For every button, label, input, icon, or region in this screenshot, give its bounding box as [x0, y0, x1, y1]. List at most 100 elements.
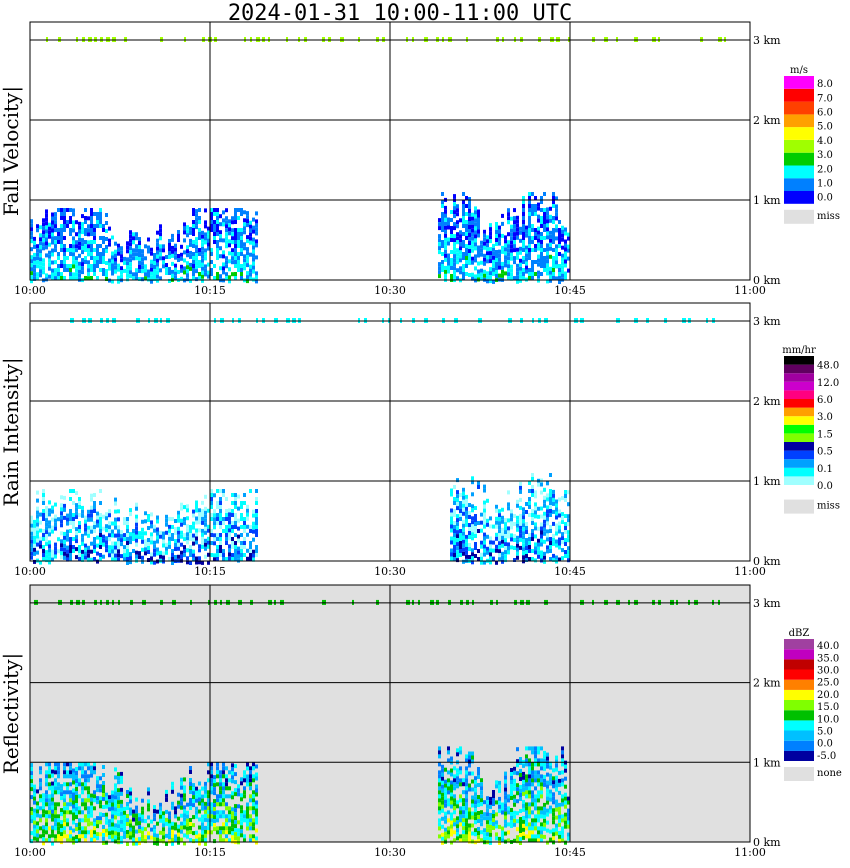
- echo-cell: [30, 819, 33, 824]
- echo-cell: [495, 250, 498, 254]
- echo-cell: [147, 835, 150, 840]
- echo-cell: [180, 264, 183, 269]
- echo-cell: [468, 751, 471, 756]
- echo-cell: [189, 254, 192, 259]
- echo-cell: [183, 809, 186, 814]
- echo-cell: [453, 194, 456, 199]
- echo-cell: [114, 767, 117, 772]
- echo-cell: [549, 214, 552, 219]
- echo-cell: [504, 235, 507, 240]
- echo-cell: [207, 238, 210, 243]
- echo-cell: [207, 262, 210, 267]
- echo-cell: [153, 813, 156, 818]
- echo-cell: [555, 252, 558, 257]
- echo-cell: [90, 541, 93, 546]
- echo-cell: [483, 504, 486, 509]
- echo-cell: [483, 832, 486, 837]
- echo-cell: [129, 274, 132, 279]
- echo-cell: [447, 830, 450, 835]
- echo-cell: [456, 260, 459, 265]
- echo-cell: [162, 256, 165, 261]
- echo-cell: [516, 759, 519, 764]
- echo-cell: [465, 786, 468, 791]
- echo-cell: [99, 256, 102, 260]
- echo-cell: [534, 212, 537, 216]
- echo-cell: [522, 248, 525, 252]
- echo-cell: [519, 513, 522, 518]
- echo-cell: [207, 810, 210, 815]
- echo-cell: [159, 538, 162, 543]
- echo-cell: [99, 832, 102, 837]
- echo-cell: [174, 539, 177, 543]
- echo-cell: [51, 797, 54, 802]
- echo-cell: [447, 265, 450, 270]
- echo-cell: [66, 770, 69, 775]
- echo-cell: [126, 830, 129, 834]
- echo-cell: [459, 505, 462, 509]
- echo-cell: [465, 232, 468, 236]
- echo-cell: [243, 521, 246, 525]
- echo-cell: [564, 776, 567, 781]
- echo-cell: [63, 264, 66, 268]
- echo-cell: [219, 274, 222, 279]
- echo-cell: [204, 232, 207, 237]
- echo-cell: [141, 814, 144, 819]
- echo-cell: [120, 815, 123, 820]
- echo-cell: [495, 238, 498, 242]
- echo-cell: [465, 818, 468, 823]
- echo-cell: [525, 257, 528, 262]
- echo-cell: [243, 818, 246, 823]
- echo-cell: [453, 274, 456, 279]
- echo-cell: [180, 542, 183, 547]
- echo-cell: [510, 772, 513, 776]
- echo-cell: [498, 241, 501, 246]
- echo-cell: [48, 802, 51, 807]
- echo-cell: [201, 802, 204, 807]
- echo-cell: [216, 798, 219, 803]
- echo-cell: [444, 779, 447, 784]
- echo-cell: [84, 232, 87, 236]
- plot-frame-2: [29, 584, 751, 843]
- echo-cell: [219, 545, 222, 549]
- echo-cell: [225, 818, 228, 823]
- echo-cell: [225, 822, 228, 827]
- colorbar-swatch: [784, 740, 814, 751]
- echo-cell: [39, 782, 42, 787]
- echo-cell: [255, 509, 258, 513]
- echo-cell: [204, 530, 207, 535]
- echo-cell: [462, 838, 465, 843]
- echo-cell: [450, 528, 453, 533]
- echo-cell: [441, 268, 444, 272]
- echo-cell: [540, 530, 543, 535]
- echo-cell: [156, 527, 159, 532]
- colorbar-swatch: [784, 750, 814, 761]
- echo-cell: [219, 802, 222, 807]
- echo-cell: [543, 499, 546, 504]
- echo-cell: [189, 798, 192, 802]
- echo-cell: [99, 800, 102, 805]
- echo-cell: [471, 484, 474, 489]
- echo-cell: [453, 521, 456, 525]
- echo-cell: [177, 526, 180, 531]
- echo-cell: [243, 517, 246, 521]
- echo-cell: [507, 212, 510, 217]
- echo-cell: [441, 824, 444, 829]
- echo-cell: [183, 537, 186, 542]
- echo-cell: [555, 779, 558, 784]
- echo-cell: [219, 521, 222, 525]
- echo-cell: [246, 548, 249, 553]
- echo-cell: [231, 493, 234, 497]
- echo-cell: [201, 536, 204, 541]
- echo-cell: [135, 232, 138, 237]
- echo-cell: [474, 254, 477, 259]
- echo-cell: [69, 521, 72, 525]
- echo-cell: [60, 828, 63, 833]
- echo-cell: [132, 252, 135, 257]
- echo-cell: [474, 522, 477, 526]
- echo-cell: [237, 784, 240, 789]
- echo-cell: [516, 771, 519, 776]
- echo-cell: [543, 559, 546, 564]
- echo-cell: [216, 830, 219, 835]
- echo-cell: [495, 824, 498, 829]
- echo-cell: [102, 542, 105, 547]
